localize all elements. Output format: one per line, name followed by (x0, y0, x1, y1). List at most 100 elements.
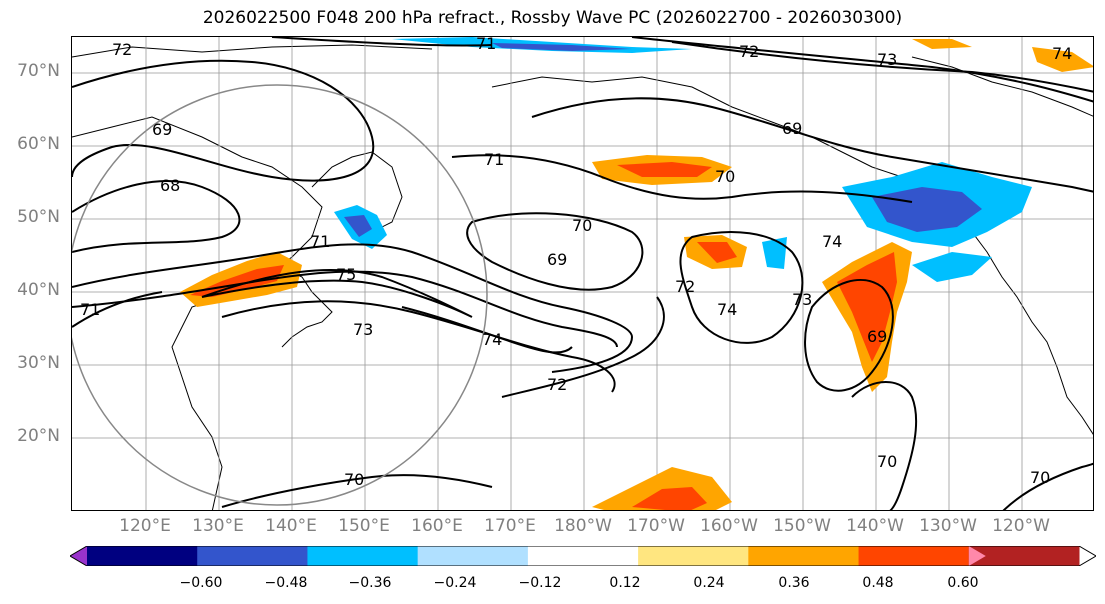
contour-label: 74 (822, 232, 842, 251)
shade-blue-east-pac (912, 252, 992, 282)
colorbar-segment (527, 546, 639, 566)
contour-70-south (221, 474, 493, 508)
contour-label: 72 (547, 375, 567, 394)
colorbar-segment (307, 546, 419, 566)
colorbar-tick: 0.12 (609, 575, 641, 591)
shade-red-mid (697, 242, 737, 263)
contour-label: 73 (353, 320, 373, 339)
lat-label-30n: 30°N (17, 353, 60, 373)
lat-label-70n: 70°N (17, 61, 60, 81)
shade-darkblue-top (492, 43, 632, 51)
colorbar-segments (70, 546, 1080, 566)
contour-68 (72, 180, 241, 253)
colorbar-segment (87, 546, 198, 566)
lon-label-130w: 130°W (919, 516, 977, 536)
contour-73-north (671, 41, 1093, 93)
contour-label: 70 (715, 167, 735, 186)
colorbar-segment (197, 546, 308, 566)
colorbar-tick: −0.60 (179, 575, 223, 591)
lon-label-120w: 120°W (992, 516, 1050, 536)
lon-label-130e: 130°E (192, 516, 244, 536)
colorbar-tick: −0.12 (518, 575, 562, 591)
contour-jet-2 (72, 270, 618, 348)
lon-label-170e: 170°E (484, 516, 536, 536)
colorbar-segment (638, 546, 749, 566)
contour-label: 71 (484, 150, 504, 169)
colorbar-segment (858, 546, 970, 566)
coastline-hudson (911, 56, 1093, 117)
contour-label: 68 (160, 176, 180, 195)
map-panel: 72 71 72 73 74 69 68 71 70 69 70 71 75 7… (71, 36, 1094, 511)
lon-label-160e: 160°E (411, 516, 463, 536)
lon-label-150e: 150°E (338, 516, 390, 536)
contour-69-west (72, 59, 375, 182)
contour-72-north (631, 37, 1093, 103)
shade-red-alaska (617, 162, 712, 177)
contour-label: 71 (80, 300, 100, 319)
contour-label: 71 (476, 37, 496, 53)
contour-71-north (271, 37, 493, 47)
contour-label: 69 (867, 327, 887, 346)
lon-label-140w: 140°W (846, 516, 904, 536)
colorbar-segment (417, 546, 529, 566)
colorbar-tick: 0.60 (947, 575, 979, 591)
contour-label: 73 (792, 290, 812, 309)
contour-71-west (72, 291, 163, 328)
contour-label-group: 72 71 72 73 74 69 68 71 70 69 70 71 75 7… (80, 37, 1072, 489)
shade-darkblue-kamchatka (344, 215, 372, 237)
contour-label: 75 (336, 265, 356, 284)
contour-74-east (679, 231, 804, 344)
contour-label: 70 (344, 470, 364, 489)
contour-70-central (466, 212, 644, 291)
contour-label: 73 (877, 50, 897, 69)
colorbar-tick: −0.48 (264, 575, 308, 591)
lat-label-60n: 60°N (17, 134, 60, 154)
coastline-asia (72, 116, 323, 510)
colorbar-tick: 0.36 (778, 575, 810, 591)
contour-label: 69 (782, 119, 802, 138)
lon-label-140e: 140°E (265, 516, 317, 536)
contour-71-alaska (451, 154, 913, 203)
contour-70-southeast (1002, 462, 1093, 510)
contour-label: 74 (482, 330, 502, 349)
colorbar-segment (968, 546, 986, 566)
map-svg: 72 71 72 73 74 69 68 71 70 69 70 71 75 7… (72, 37, 1093, 510)
shading (180, 37, 1093, 510)
coastline-north-america (951, 211, 1093, 435)
shade-orange-hudson-east (1032, 47, 1093, 72)
lon-label-160w: 160°W (700, 516, 758, 536)
contour-74-pacific (401, 306, 573, 354)
shade-darkblue-gulf-alaska (872, 187, 982, 232)
colorbar-segment (748, 546, 860, 566)
contour-72-pacific (501, 296, 665, 398)
contour-73-east (804, 278, 894, 392)
colorbar-segment (968, 546, 1080, 566)
shade-red-south (632, 487, 707, 510)
contour-label: 74 (717, 300, 737, 319)
colorbar-tick: −0.36 (348, 575, 392, 591)
contour-label: 70 (1030, 468, 1050, 487)
shade-blue-subtropics (762, 237, 787, 269)
colorbar (70, 546, 1096, 566)
map-title: 2026022500 F048 200 hPa refract., Rossby… (202, 8, 903, 28)
coastline-kamchatka (311, 151, 403, 233)
contour-label: 74 (1052, 44, 1072, 63)
contour-label: 72 (112, 40, 132, 59)
contour-label: 71 (310, 232, 330, 251)
colorbar-tick: 0.24 (693, 575, 725, 591)
contour-label: 70 (572, 216, 592, 235)
contour-70-east (851, 381, 918, 510)
contour-jet-1 (72, 243, 634, 373)
lon-label-180w: 180°W (554, 516, 612, 536)
lat-label-40n: 40°N (17, 280, 60, 300)
region-circle (72, 84, 488, 506)
shade-red-east-pac (837, 252, 897, 362)
contour-label: 69 (152, 120, 172, 139)
contour-label: 70 (877, 452, 897, 471)
lon-label-150w: 150°W (773, 516, 831, 536)
lon-label-120e: 120°E (119, 516, 171, 536)
lat-label-50n: 50°N (17, 207, 60, 227)
lat-label-20n: 20°N (17, 426, 60, 446)
lon-label-170w: 170°W (627, 516, 685, 536)
contours (72, 37, 1093, 510)
